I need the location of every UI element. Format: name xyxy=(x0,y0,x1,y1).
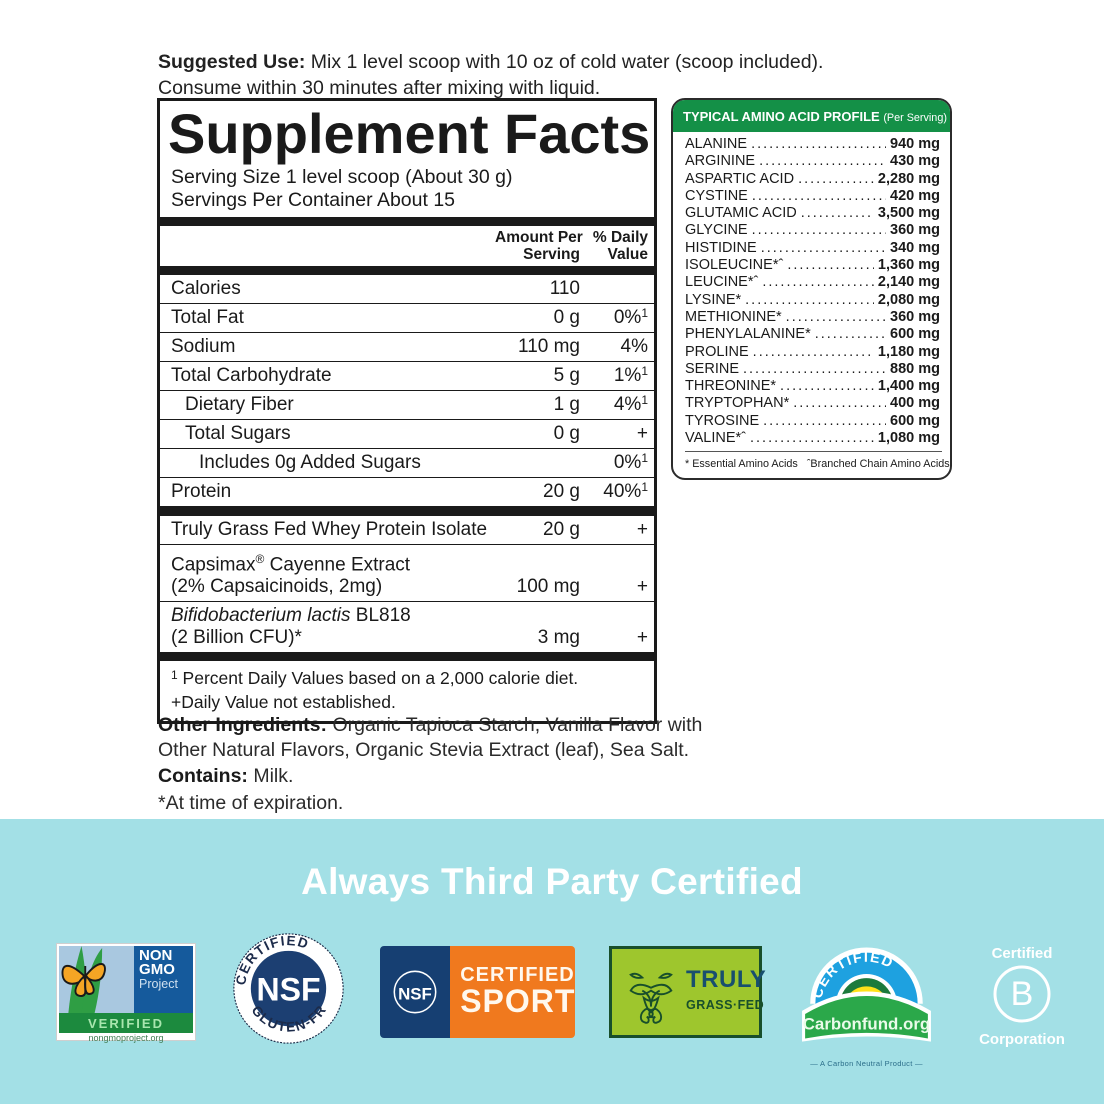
svg-text:NSF: NSF xyxy=(257,972,321,1008)
svg-text:NSF: NSF xyxy=(398,985,432,1004)
svg-text:B: B xyxy=(1011,975,1034,1013)
svg-text:Carbonfund.org: Carbonfund.org xyxy=(803,1014,930,1033)
